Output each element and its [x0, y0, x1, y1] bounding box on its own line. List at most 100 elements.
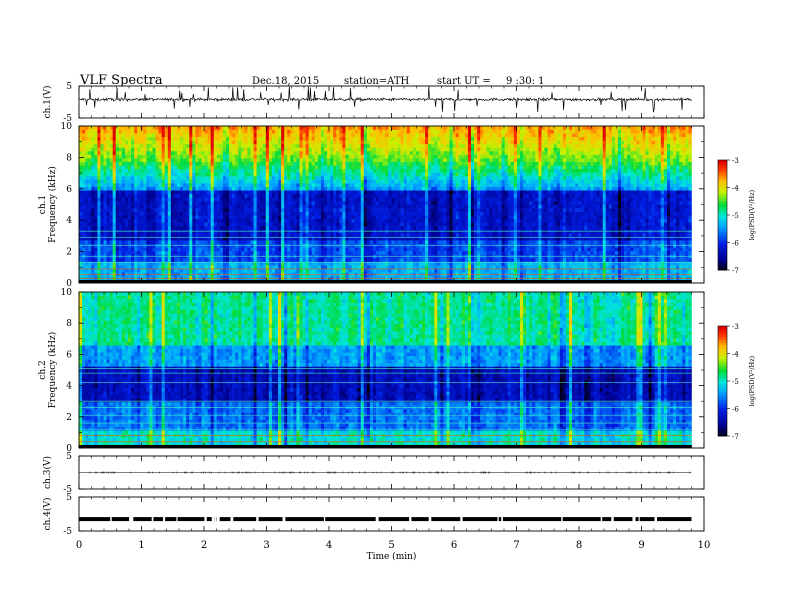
spectrogram-cell: [262, 129, 267, 134]
spectrogram-cell: [268, 268, 273, 273]
spectrogram-cell: [131, 240, 135, 245]
spectrogram-cell: [268, 258, 273, 262]
spectrogram-cell: [339, 193, 343, 198]
spectrogram-cell: [409, 247, 414, 252]
spectrogram-cell: [152, 200, 156, 205]
spectrogram-cell: [360, 265, 365, 270]
spectrogram-cell: [189, 147, 193, 152]
spectrogram-cell: [131, 190, 135, 195]
spectrogram-cell: [409, 261, 414, 266]
spectrogram-cell: [134, 150, 138, 155]
spectrogram-cell: [232, 200, 236, 205]
spectrogram-cell: [134, 168, 138, 173]
spectrogram-cell: [131, 186, 135, 191]
spectrogram-cell: [275, 150, 279, 155]
spectrogram-cell: [342, 265, 346, 270]
spectrogram-cell: [106, 218, 110, 223]
spectrogram-cell: [262, 161, 267, 166]
spectrogram-cell: [333, 218, 337, 223]
spectrogram-cell: [103, 140, 107, 145]
spectrogram-cell: [155, 204, 159, 209]
spectrogram-cell: [385, 193, 389, 198]
spectrogram-cell: [366, 190, 371, 195]
spectrogram-cell: [109, 193, 113, 198]
spectrogram-cell: [345, 197, 349, 202]
spectrogram-cell: [235, 200, 239, 205]
spectrogram-cell: [207, 126, 211, 130]
spectrogram-cell: [241, 193, 245, 198]
spectrogram-cell: [229, 140, 233, 145]
spectrogram-cell: [173, 250, 178, 255]
spectrogram-cell: [351, 186, 355, 191]
spectrogram-cell: [412, 175, 417, 180]
spectrogram-cell: [180, 265, 184, 270]
spectrogram-cell: [189, 211, 193, 216]
spectrogram-cell: [189, 265, 193, 270]
spectrogram-cell: [320, 168, 325, 173]
spectrogram-cell: [198, 179, 202, 184]
spectrogram-cell: [308, 183, 313, 187]
spectrogram-cell: [302, 165, 306, 170]
spectrogram-cell: [173, 200, 178, 205]
spectrogram-cell: [131, 208, 135, 212]
spectrogram-cell: [158, 165, 162, 170]
spectrogram-cell: [222, 268, 227, 273]
spectrogram-cell: [314, 208, 319, 212]
spectrogram-cell: [195, 190, 199, 195]
spectrogram-cell: [290, 233, 294, 237]
spectrogram-cell: [345, 204, 349, 209]
spectrogram-cell: [256, 265, 260, 270]
spectrogram-cell: [118, 183, 123, 187]
spectrogram-cell: [409, 150, 414, 155]
spectrogram-cell: [412, 140, 417, 145]
spectrogram-cell: [201, 225, 205, 230]
spectrogram-cell: [88, 258, 92, 262]
spectrogram-cell: [360, 247, 365, 252]
spectrogram-cell: [100, 275, 104, 280]
spectrogram-cell: [180, 168, 184, 173]
spectrogram-cell: [229, 240, 233, 245]
spectrogram-cell: [324, 143, 328, 148]
spectrogram-cell: [253, 200, 257, 205]
start-ut-value: 9 :30: 1: [506, 76, 545, 87]
spectrogram-cell: [149, 150, 153, 155]
spectrogram-cell: [112, 154, 117, 159]
spectrogram-cell: [79, 172, 83, 177]
spectrogram-cell: [238, 250, 242, 255]
spectrogram-cell: [293, 168, 297, 173]
spectrogram-cell: [247, 147, 251, 152]
spectrogram-cell: [167, 129, 172, 134]
spectrogram-cell: [152, 133, 156, 138]
spectrogram-cell: [213, 190, 218, 195]
spectrogram-cell: [360, 147, 365, 152]
spectrogram-cell: [109, 136, 113, 141]
spectrogram-cell: [259, 172, 264, 177]
spectrogram-cell: [327, 275, 331, 280]
spectrogram-cell: [238, 275, 242, 280]
spectrogram-cell: [357, 172, 362, 177]
spectrogram-cell: [333, 275, 337, 280]
spectrogram-cell: [106, 140, 110, 145]
spectrogram-cell: [382, 247, 386, 252]
spectrogram-cell: [262, 165, 267, 170]
spectrogram-cell: [244, 250, 248, 255]
spectrogram-cell: [235, 133, 239, 138]
spectrogram-cell: [121, 236, 126, 241]
spectrogram-cell: [305, 183, 309, 187]
spectrogram-cell: [320, 136, 325, 141]
spectrogram-cell: [317, 208, 322, 212]
spectrogram-cell: [216, 179, 221, 184]
spectrogram-cell: [366, 186, 371, 191]
spectrogram-cell: [180, 175, 184, 180]
spectrogram-cell: [412, 172, 417, 177]
spectrogram-cell: [360, 158, 365, 162]
spectrogram-cell: [94, 275, 98, 280]
spectrogram-cell: [140, 136, 144, 141]
spectrogram-cell: [91, 236, 95, 241]
spectrogram-cell: [180, 143, 184, 148]
spectrogram-cell: [394, 183, 398, 187]
spectrogram-cell: [415, 215, 420, 220]
spectrogram-cell: [207, 250, 211, 255]
spectrogram-cell: [100, 261, 104, 266]
spectrogram-cell: [385, 265, 389, 270]
